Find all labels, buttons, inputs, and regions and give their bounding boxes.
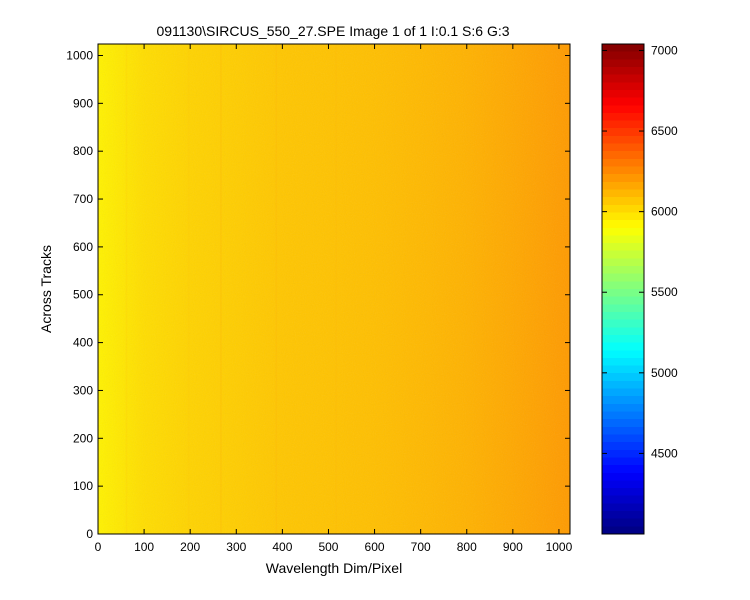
x-tick-label: 200 (180, 540, 200, 554)
colorbar-tick-label: 5000 (651, 366, 678, 380)
y-tick-label: 700 (73, 192, 93, 206)
colorbar-frame (601, 43, 645, 535)
colorbar-tick-label: 4500 (651, 446, 678, 460)
x-tick-label: 0 (95, 540, 102, 554)
y-axis: 0 100 200 300 400 500 600 700 800 900 1000 (66, 48, 570, 541)
x-tick-label: 600 (365, 540, 385, 554)
colorbar-tick-label: 5500 (651, 285, 678, 299)
y-tick-label: 100 (73, 479, 93, 493)
x-tick-label: 1000 (546, 540, 573, 554)
x-axis-label: Wavelength Dim/Pixel (266, 560, 402, 576)
y-tick-label: 600 (73, 240, 93, 254)
y-tick-label: 400 (73, 336, 93, 350)
y-tick-label: 500 (73, 288, 93, 302)
x-axis: 0 100 200 300 400 500 600 700 800 900 1000 (95, 44, 573, 554)
y-tick-label: 1000 (66, 48, 93, 62)
x-tick-label: 300 (226, 540, 246, 554)
colorbar-ticks: 4500 5000 5500 6000 6500 7000 (602, 43, 678, 460)
y-tick-label: 300 (73, 383, 93, 397)
colorbar-tick-label: 7000 (651, 43, 678, 57)
chart-title: 091130\SIRCUS_550_27.SPE Image 1 of 1 I:… (156, 23, 509, 39)
y-tick-label: 900 (73, 96, 93, 110)
x-tick-label: 800 (457, 540, 477, 554)
heatmap-plot: 0 100 200 300 400 500 600 700 800 900 1000 0 100 200… (66, 43, 573, 554)
x-tick-label: 400 (272, 540, 292, 554)
colorbar: 4500 5000 5500 6000 6500 7000 (601, 43, 678, 535)
y-tick-label: 800 (73, 144, 93, 158)
colorbar-tick-label: 6500 (651, 124, 678, 138)
x-tick-label: 700 (411, 540, 431, 554)
heatmap-noise (98, 44, 570, 534)
colorbar-gradient (602, 44, 644, 534)
plot-frame (97, 43, 571, 535)
x-tick-label: 500 (318, 540, 338, 554)
y-axis-label: Across Tracks (38, 245, 54, 333)
colorbar-tick-label: 6000 (651, 205, 678, 219)
x-tick-label: 900 (503, 540, 523, 554)
x-tick-label: 100 (134, 540, 154, 554)
y-tick-label: 0 (86, 527, 93, 541)
y-tick-label: 200 (73, 431, 93, 445)
